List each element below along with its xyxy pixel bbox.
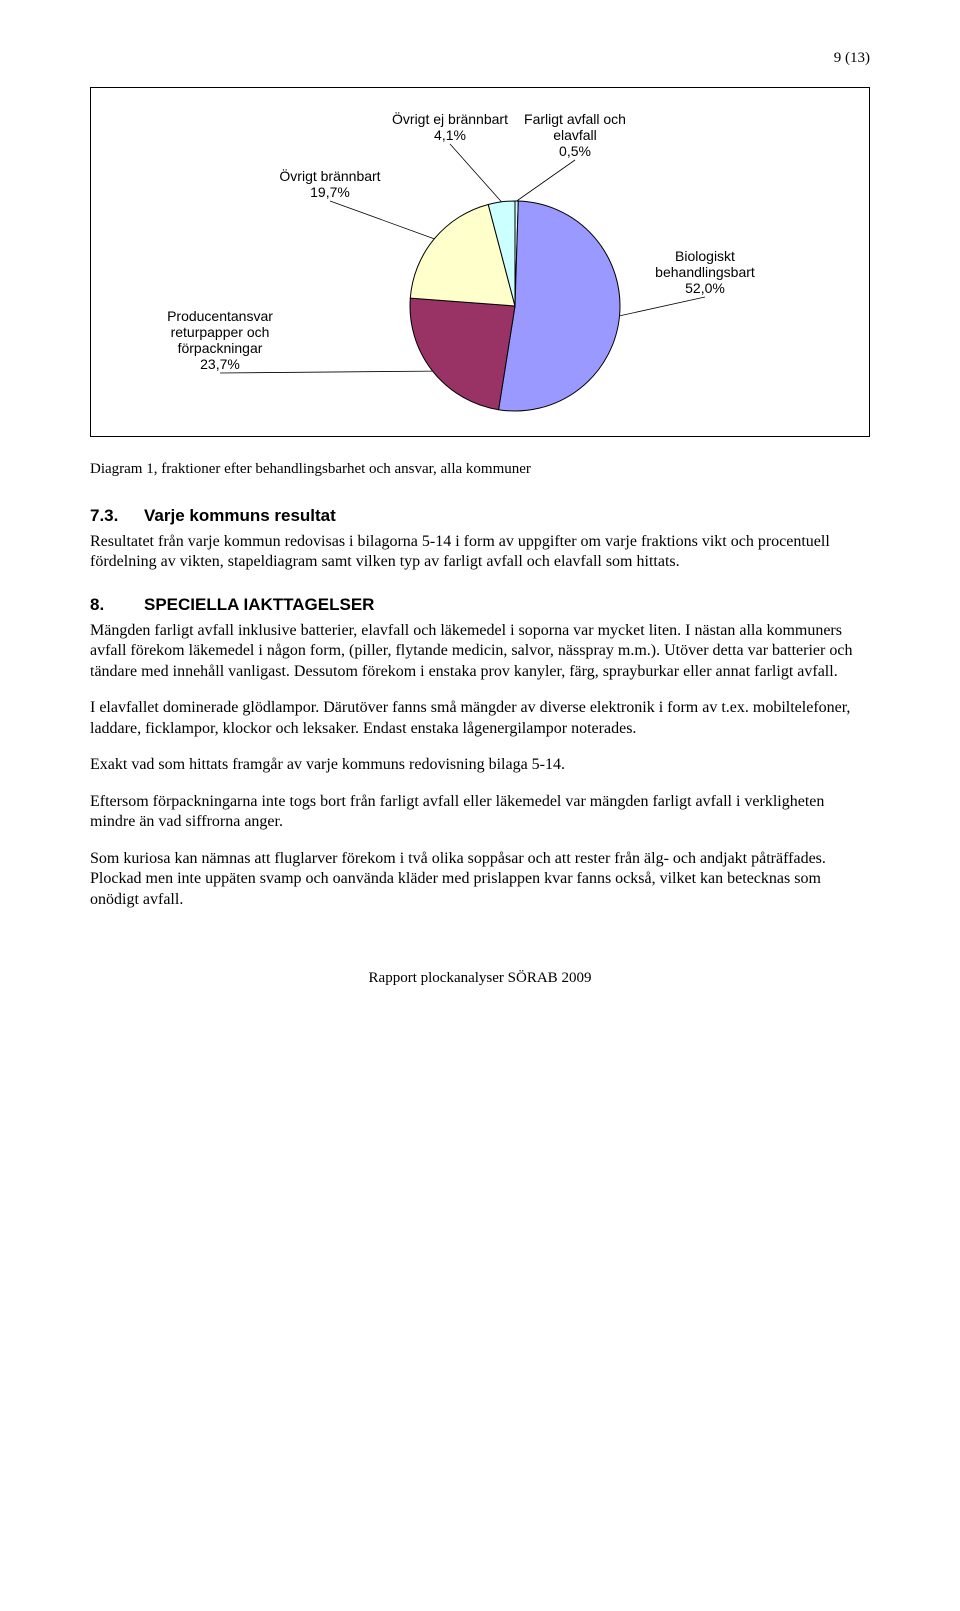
section-8-p1: Mängden farligt avfall inklusive batteri… xyxy=(90,621,870,682)
pie-slice-label: Producentansvarreturpapper ochförpacknin… xyxy=(167,308,273,372)
page-footer: Rapport plockanalyser SÖRAB 2009 xyxy=(90,970,870,987)
leader-line xyxy=(220,371,433,373)
pie-slice-label: Övrigt brännbart19,7% xyxy=(279,167,380,200)
section-8-p4: Eftersom förpackningarna inte togs bort … xyxy=(90,792,870,833)
section-7-3-num: 7.3. xyxy=(90,506,144,526)
pie-slice-label: Övrigt ej brännbart4,1% xyxy=(392,110,508,143)
leader-line xyxy=(620,297,705,316)
pie-slice xyxy=(410,298,515,410)
section-8-heading: 8.SPECIELLA IAKTTAGELSER xyxy=(90,595,870,615)
section-8-p5: Som kuriosa kan nämnas att fluglarver fö… xyxy=(90,849,870,910)
section-8-p3: Exakt vad som hittats framgår av varje k… xyxy=(90,755,870,775)
section-8-num: 8. xyxy=(90,595,144,615)
leader-line xyxy=(450,144,502,202)
chart-caption: Diagram 1, fraktioner efter behandlingsb… xyxy=(90,461,870,478)
section-8-p2: I elavfallet dominerade glödlampor. Däru… xyxy=(90,698,870,739)
pie-chart-container: Farligt avfall ochelavfall0,5% Biologiskt… xyxy=(90,87,870,437)
page-number: 9 (13) xyxy=(90,50,870,67)
section-7-3-heading: 7.3.Varje kommuns resultat xyxy=(90,506,870,526)
section-7-3-para: Resultatet från varje kommun redovisas i… xyxy=(90,532,870,573)
pie-slice-label: Farligt avfall ochelavfall0,5% xyxy=(524,111,626,159)
section-7-3-title: Varje kommuns resultat xyxy=(144,506,336,525)
pie-slice-label: Biologisktbehandlingsbart52,0% xyxy=(655,248,755,296)
pie-chart-svg: Farligt avfall ochelavfall0,5% Biologiskt… xyxy=(115,106,845,426)
section-8-title: SPECIELLA IAKTTAGELSER xyxy=(144,595,374,614)
leader-line xyxy=(517,160,575,201)
leader-line xyxy=(330,201,434,239)
